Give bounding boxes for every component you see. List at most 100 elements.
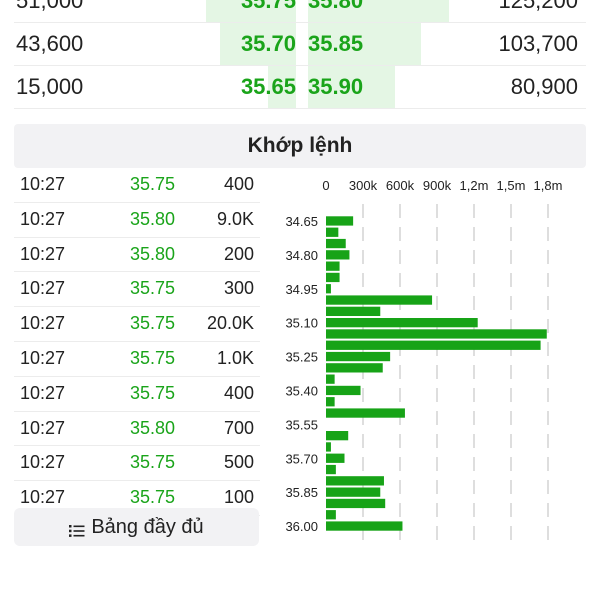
trade-row[interactable]: 10:27 35.80 700 xyxy=(14,412,260,447)
ask-volume: 125,200 xyxy=(498,0,578,13)
volume-bar xyxy=(326,385,361,396)
volume-bar xyxy=(326,498,386,509)
x-tick-label: 300k xyxy=(349,178,378,193)
ask-depth-bar xyxy=(308,66,396,108)
y-tick-label: 36.00 xyxy=(285,519,318,534)
volume-bar xyxy=(326,272,340,283)
trade-volume: 100 xyxy=(223,487,254,508)
x-tick-label: 900k xyxy=(423,178,452,193)
bid-volume: 51,000 xyxy=(16,0,84,13)
trade-volume: 500 xyxy=(223,452,254,473)
x-tick-label: 600k xyxy=(386,178,415,193)
trade-time: 10:27 xyxy=(20,382,66,403)
volume-bar xyxy=(326,250,350,260)
volume-bar xyxy=(326,464,336,475)
volume-bar xyxy=(326,261,340,271)
volume-bar xyxy=(326,351,391,362)
trade-row[interactable]: 10:27 35.75 300 xyxy=(14,272,260,308)
trade-time: 10:27 xyxy=(20,347,66,368)
ask-depth-bar xyxy=(308,23,421,65)
trade-price: 35.75 xyxy=(130,278,176,299)
trade-price: 35.75 xyxy=(130,487,176,508)
trade-price: 35.80 xyxy=(130,243,176,264)
volume-bar xyxy=(326,510,336,520)
volume-bar xyxy=(326,487,381,497)
y-tick-label: 35.40 xyxy=(285,383,318,398)
volume-bar xyxy=(326,329,547,339)
trade-volume: 400 xyxy=(223,382,254,403)
full-table-button[interactable]: Bảng đầy đủ xyxy=(14,508,259,546)
trade-time: 10:27 xyxy=(20,417,66,438)
trade-volume: 200 xyxy=(223,243,254,264)
trade-price: 35.75 xyxy=(130,347,176,368)
trade-row[interactable]: 10:27 35.75 20.0K xyxy=(14,307,260,342)
trade-row[interactable]: 10:27 35.75 400 xyxy=(14,168,260,203)
volume-bar xyxy=(326,408,405,418)
trade-list: 10:27 35.75 400 10:27 35.80 9.0K 10:27 3… xyxy=(14,168,260,516)
bid-depth-bar xyxy=(267,66,296,108)
bid-price: 35.70 xyxy=(240,31,296,56)
volume-bar xyxy=(326,521,403,531)
bid-price: 35.65 xyxy=(240,74,296,99)
x-tick-label: 1,2m xyxy=(460,178,489,193)
trade-time: 10:27 xyxy=(20,278,66,299)
trade-volume: 700 xyxy=(223,417,254,438)
trade-row[interactable]: 10:27 35.75 500 xyxy=(14,446,260,482)
volume-bar xyxy=(326,318,478,328)
trade-time: 10:27 xyxy=(20,208,66,229)
trade-row[interactable]: 10:27 35.80 200 xyxy=(14,238,260,273)
ask-price: 35.80 xyxy=(308,0,364,13)
trade-time: 10:27 xyxy=(20,243,66,264)
ask-price: 35.90 xyxy=(308,74,364,99)
y-tick-label: 34.95 xyxy=(285,282,318,297)
y-tick-label: 35.70 xyxy=(285,451,318,466)
order-book-row[interactable]: 51,000 35.75 35.80 125,200 xyxy=(14,0,586,23)
trade-time: 10:27 xyxy=(20,487,66,508)
y-tick-label: 35.10 xyxy=(285,316,318,331)
order-book-row[interactable]: 43,600 35.70 35.85 103,700 xyxy=(14,23,586,66)
ask-volume: 103,700 xyxy=(498,31,578,56)
x-tick-label: 1,8m xyxy=(534,178,563,193)
order-book-row[interactable]: 15,000 35.65 35.90 80,900 xyxy=(14,66,586,109)
volume-bar xyxy=(326,397,335,407)
trade-row[interactable]: 10:27 35.80 9.0K xyxy=(14,203,260,238)
y-tick-label: 35.85 xyxy=(285,485,318,500)
trade-price: 35.75 xyxy=(130,174,176,194)
ask-depth-bar xyxy=(308,0,449,22)
y-tick-label: 34.65 xyxy=(285,214,318,229)
trade-row[interactable]: 10:27 35.75 1.0K xyxy=(14,342,260,377)
volume-bar xyxy=(326,453,345,463)
bid-volume: 15,000 xyxy=(16,74,84,99)
y-tick-label: 35.25 xyxy=(285,350,318,365)
y-tick-label: 34.80 xyxy=(285,248,318,263)
volume-bar xyxy=(326,227,339,237)
volume-bar xyxy=(326,363,383,373)
trade-volume: 300 xyxy=(223,278,254,299)
trade-volume: 20.0K xyxy=(206,313,254,334)
trade-row[interactable]: 10:27 35.75 400 xyxy=(14,377,260,412)
ask-volume: 80,900 xyxy=(510,74,578,99)
trade-time: 10:27 xyxy=(20,313,66,334)
trade-price: 35.80 xyxy=(130,417,176,438)
trade-price: 35.80 xyxy=(130,208,176,229)
volume-by-price-chart: 0 300k 600k 900k 1,2m 1,5m 1,8m 34.65 34.80 34.95… xyxy=(270,170,580,545)
trade-volume: 400 xyxy=(223,174,254,194)
volume-bar xyxy=(326,431,349,441)
volume-by-price-svg: 0 300k 600k 900k 1,2m 1,5m 1,8m 34.65 34.80 34.95… xyxy=(285,178,563,543)
trade-time: 10:27 xyxy=(20,174,66,194)
trade-price: 35.75 xyxy=(130,313,176,334)
volume-bar xyxy=(326,216,354,226)
trade-price: 35.75 xyxy=(130,382,176,403)
order-book: 51,000 35.75 35.80 125,200 43,600 35.70 … xyxy=(14,0,586,109)
volume-bar xyxy=(326,295,433,305)
y-tick-label: 35.55 xyxy=(285,417,318,432)
volume-bar xyxy=(326,476,384,486)
volume-bar xyxy=(326,374,335,384)
trade-volume: 1.0K xyxy=(216,347,254,368)
bid-volume: 43,600 xyxy=(16,31,84,56)
x-tick-label: 1,5m xyxy=(497,178,526,193)
bid-depth-bar xyxy=(219,23,296,65)
trade-price: 35.75 xyxy=(130,452,176,473)
volume-bar xyxy=(326,306,381,316)
volume-bar xyxy=(326,284,331,294)
